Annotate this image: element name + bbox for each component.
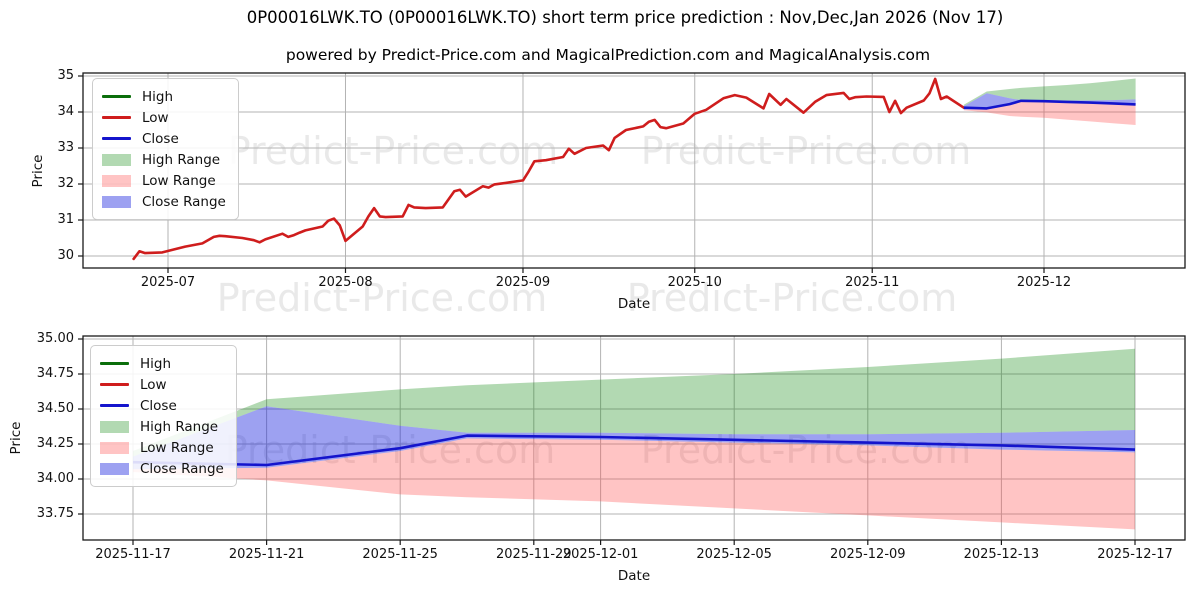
legend-item-low: Low xyxy=(100,374,224,395)
chart2-xtick-4: 2025-12-01 xyxy=(562,547,639,562)
legend-patch-swatch xyxy=(100,420,129,433)
legend-label: High Range xyxy=(142,151,221,168)
legend-label: Close xyxy=(140,397,177,414)
legend-line-swatch xyxy=(102,116,131,119)
chart1-xaxis-label: Date xyxy=(617,296,651,312)
watermark-text: Predict-Price.com xyxy=(641,428,972,472)
chart2-xaxis-label: Date xyxy=(617,568,651,584)
chart2-xtick-1: 2025-11-21 xyxy=(228,547,305,562)
watermark-text: Predict-Price.com xyxy=(640,129,972,173)
legend-item-close: Close xyxy=(102,128,226,149)
legend-label: Close Range xyxy=(142,193,226,210)
legend-label: Close xyxy=(142,130,179,147)
legend-line-swatch xyxy=(102,95,131,98)
chart2-xtick-8: 2025-12-17 xyxy=(1097,547,1173,562)
legend-line-swatch xyxy=(102,137,131,140)
legend-item-close-range: Close Range xyxy=(100,458,224,479)
chart2-xtick-5: 2025-12-05 xyxy=(696,547,772,562)
legend-patch-swatch xyxy=(102,174,131,187)
legend-label: Low xyxy=(142,109,169,126)
chart1-ytick-4: 34 xyxy=(57,104,74,119)
legend-item-high: High xyxy=(102,86,226,107)
chart2-ytick-3: 34.50 xyxy=(36,401,74,416)
chart2-xtick-7: 2025-12-13 xyxy=(963,547,1040,562)
chart1-xtick-3: 2025-10 xyxy=(667,275,722,290)
chart1-xtick-4: 2025-11 xyxy=(845,275,900,290)
legend-label: Low Range xyxy=(140,439,214,456)
legend-patch-swatch xyxy=(102,153,131,166)
legend-item-close-range: Close Range xyxy=(102,191,226,212)
legend-line-swatch xyxy=(100,404,129,407)
legend-item-low: Low xyxy=(102,107,226,128)
chart2-yaxis-label: Price xyxy=(8,421,24,455)
legend-label: Close Range xyxy=(140,460,224,477)
legend-item-close: Close xyxy=(100,395,224,416)
chart2-ytick-2: 34.25 xyxy=(36,436,74,451)
chart1-ytick-5: 35 xyxy=(57,68,74,83)
chart2-ytick-0: 33.75 xyxy=(36,506,74,521)
legend-item-high-range: High Range xyxy=(100,416,224,437)
chart2-ytick-5: 35.00 xyxy=(36,331,74,346)
legend-line-swatch xyxy=(100,383,129,386)
chart2-ytick-4: 34.75 xyxy=(36,366,74,381)
watermark-text: Predict-Price.com xyxy=(227,129,559,173)
watermark-text: Predict-Price.com xyxy=(626,276,958,320)
legend-item-low-range: Low Range xyxy=(102,170,226,191)
chart1-ytick-0: 30 xyxy=(57,248,74,263)
chart2-xtick-0: 2025-11-17 xyxy=(95,547,171,562)
chart1-xtick-0: 2025-07 xyxy=(140,275,196,290)
chart1-yaxis-label: Price xyxy=(30,154,46,187)
chart2-xtick-6: 2025-12-09 xyxy=(830,547,906,562)
chart2-ytick-1: 34.00 xyxy=(36,471,74,486)
legend-top-chart: High Low Close High Range Low Range Close Ran… xyxy=(92,78,239,220)
legend-item-high-range: High Range xyxy=(102,149,226,170)
legend-label: High xyxy=(140,355,172,372)
chart1-ytick-3: 33 xyxy=(57,140,74,155)
chart1-xtick-1: 2025-08 xyxy=(318,275,373,290)
page-subtitle: powered by Predict-Price.com and Magical… xyxy=(285,46,931,64)
legend-patch-swatch xyxy=(100,441,129,454)
legend-item-low-range: Low Range xyxy=(100,437,224,458)
legend-label: High xyxy=(142,88,174,105)
legend-line-swatch xyxy=(100,362,129,365)
legend-bottom-chart: High Low Close High Range Low Range Close Ran… xyxy=(90,345,237,487)
chart1-ytick-1: 31 xyxy=(57,212,74,227)
chart2-xtick-3: 2025-11-29 xyxy=(496,547,572,562)
chart1-xtick-2: 2025-09 xyxy=(495,275,551,290)
page-title: 0P00016LWK.TO (0P00016LWK.TO) short term… xyxy=(246,8,1004,27)
legend-label: Low xyxy=(140,376,167,393)
legend-patch-swatch xyxy=(102,195,131,208)
legend-patch-swatch xyxy=(100,462,129,475)
chart1-ytick-2: 32 xyxy=(57,176,74,191)
legend-label: Low Range xyxy=(142,172,216,189)
legend-item-high: High xyxy=(100,353,224,374)
chart2-xtick-2: 2025-11-25 xyxy=(362,547,438,562)
chart1-xtick-5: 2025-12 xyxy=(1016,275,1072,290)
watermark-text: Predict-Price.com xyxy=(216,276,548,320)
legend-label: High Range xyxy=(140,418,219,435)
